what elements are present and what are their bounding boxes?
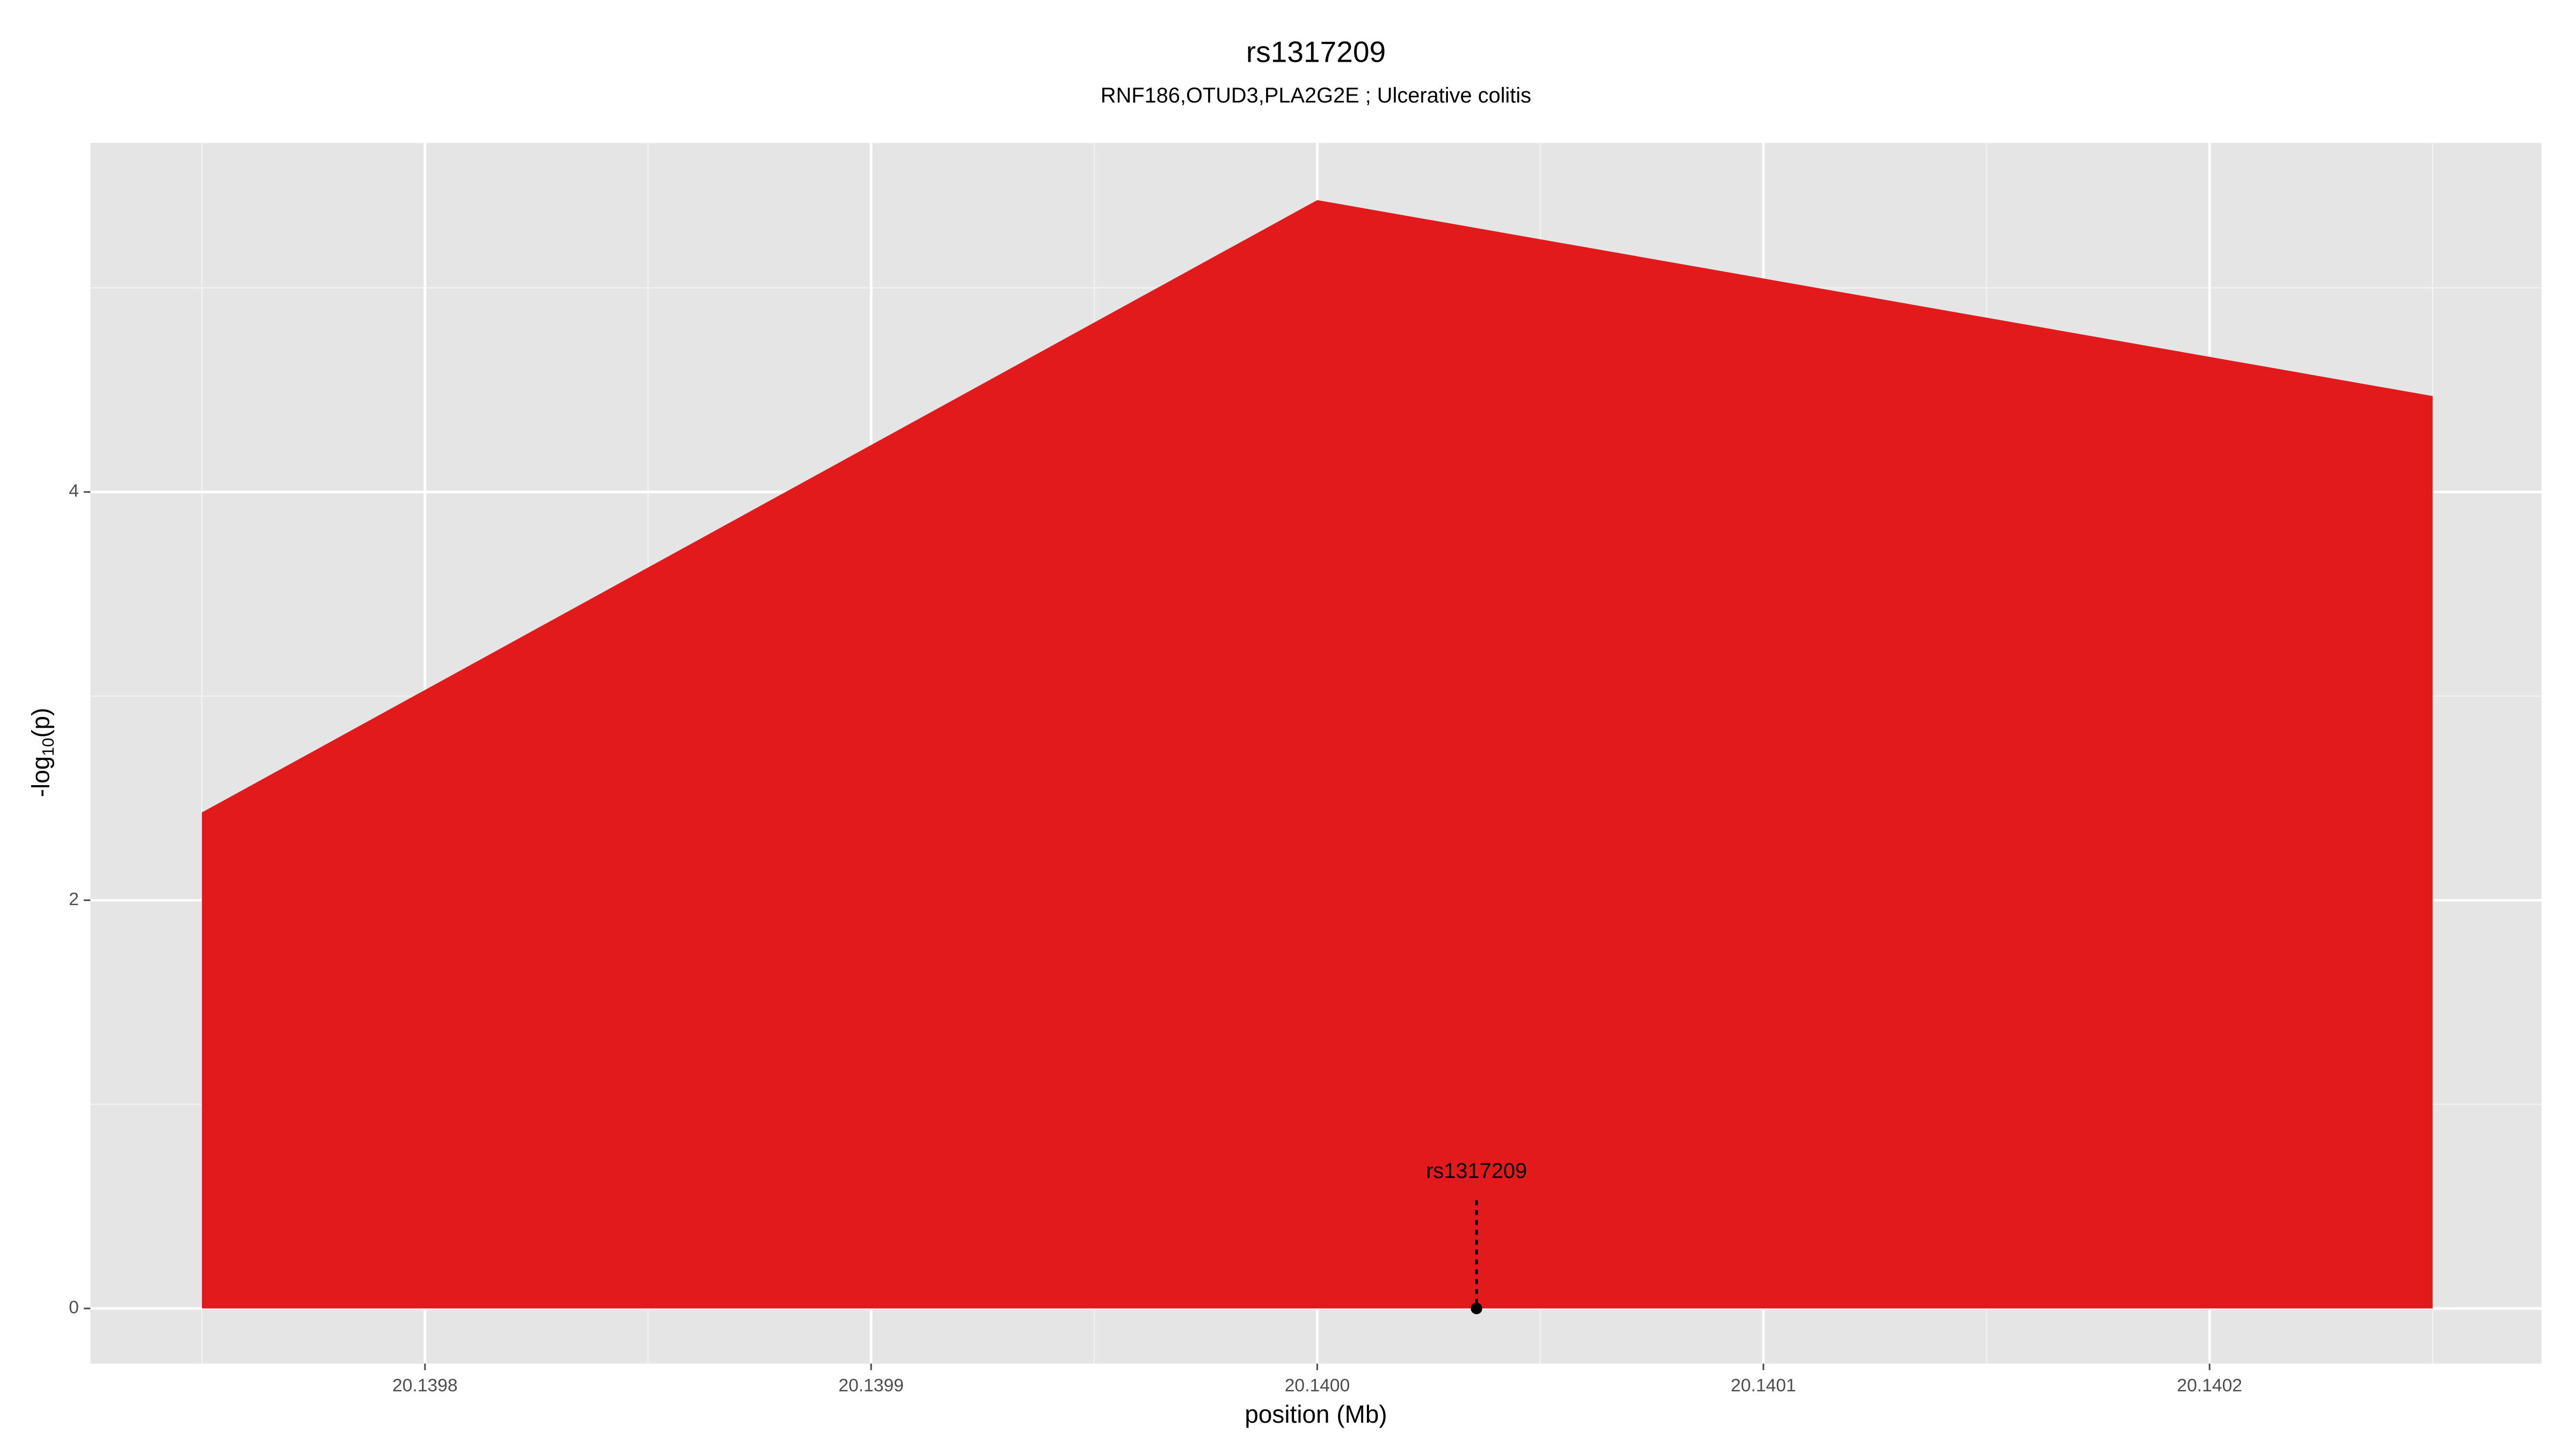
y-axis-label: -log10(p) (27, 708, 57, 797)
x-axis-label: position (Mb) (1245, 1400, 1387, 1428)
x-tick-label: 20.1400 (1285, 1376, 1350, 1396)
x-tick-label: 20.1398 (392, 1376, 458, 1396)
y-label-part: (p) (27, 708, 55, 738)
annotation-label: rs1317209 (1426, 1159, 1527, 1183)
y-label-subscript: 10 (39, 738, 57, 756)
y-label-part: -log (27, 756, 55, 797)
y-tick-label: 0 (69, 1298, 79, 1318)
x-tick-label: 20.1402 (2177, 1376, 2242, 1396)
area (202, 200, 2433, 1309)
chart-title: rs1317209 (1246, 35, 1386, 69)
y-tick-label: 4 (69, 481, 79, 501)
x-tick-label: 20.1401 (1731, 1376, 1796, 1396)
annotation-point (1470, 1302, 1483, 1314)
y-tick-label: 2 (69, 889, 79, 909)
x-tick-label: 20.1399 (838, 1376, 904, 1396)
chart-subtitle: RNF186,OTUD3,PLA2G2E ; Ulcerative coliti… (1101, 84, 1532, 107)
